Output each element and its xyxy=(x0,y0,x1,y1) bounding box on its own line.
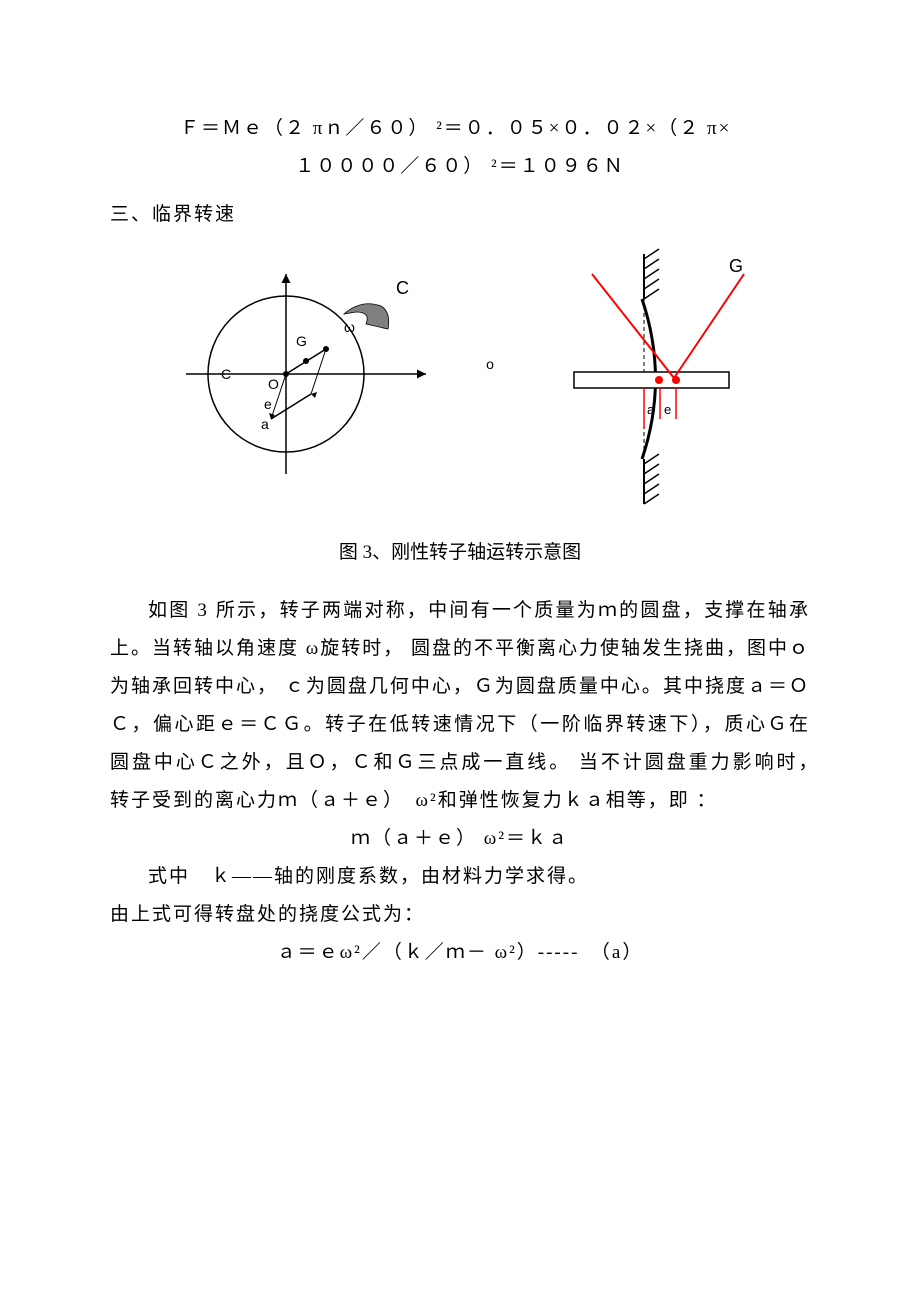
label-omega: ω xyxy=(344,319,355,335)
figure-row: C ω G C O e a o xyxy=(110,244,810,524)
label-G-left: G xyxy=(296,333,307,349)
equation-mid: ｍ（ａ＋ｅ） ω²＝ｋａ xyxy=(110,820,810,858)
label-G-right: G xyxy=(729,256,743,276)
label-O: O xyxy=(268,376,279,392)
left-diagram: C ω G C O e a xyxy=(166,264,446,504)
right-diagram: G a e xyxy=(534,244,754,524)
label-C-inner: C xyxy=(221,366,231,382)
label-C-outer: C xyxy=(396,278,409,298)
paragraph-1: 如图 3 所示，转子两端对称，中间有一个质量为ｍ的圆盘，支撑在轴承上。当转轴以角… xyxy=(110,592,810,820)
section-heading: 三、临界转速 xyxy=(110,196,810,234)
page-content: Ｆ＝Ｍｅ（２ πｎ／６０） ²＝０．０５×０．０２×（２ π× １００００／６０… xyxy=(0,0,920,1032)
equation-a: ａ＝ｅω²／（ｋ／ｍ－ ω²）----- （a） xyxy=(110,934,810,972)
label-e-left: e xyxy=(264,396,272,412)
label-a-right: a xyxy=(647,402,655,417)
equation-line-2: １００００／６０） ²＝１０９６Ｎ xyxy=(110,148,810,186)
paragraph-2: 式中 ｋ——轴的刚度系数，由材料力学求得。 xyxy=(110,858,810,896)
label-e-right: e xyxy=(664,402,671,417)
paragraph-3: 由上式可得转盘处的挠度公式为： xyxy=(110,896,810,934)
figure-caption: 图 3、刚性转子轴运转示意图 xyxy=(110,534,810,572)
equation-line-1: Ｆ＝Ｍｅ（２ πｎ／６０） ²＝０．０５×０．０２×（２ π× xyxy=(110,110,810,148)
mid-label-o: o xyxy=(486,350,494,378)
label-a-left: a xyxy=(261,416,269,432)
